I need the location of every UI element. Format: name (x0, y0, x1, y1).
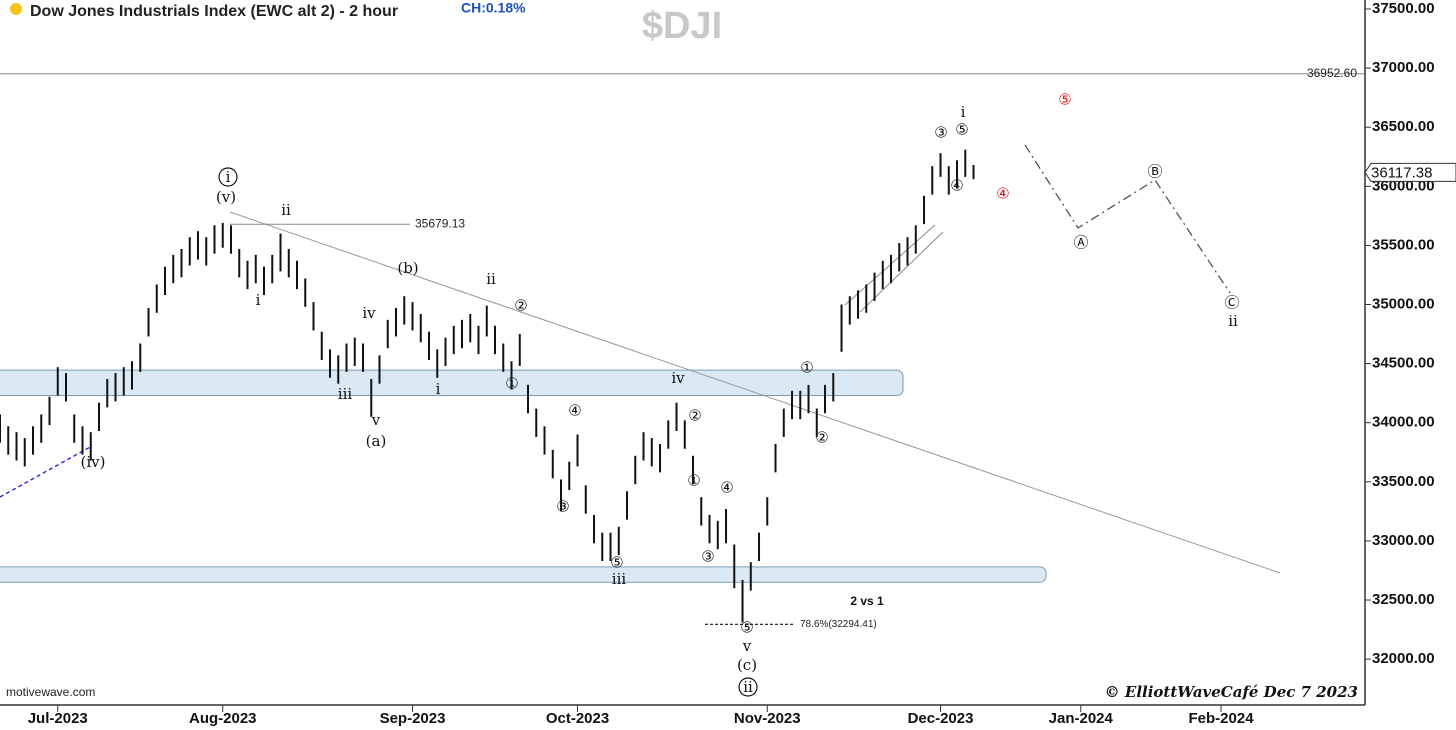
wave-label: i (436, 380, 441, 398)
wave-label: ④ (996, 185, 1009, 203)
wave-label: Ⓑ (1147, 163, 1162, 181)
status-dot (10, 3, 22, 15)
wave-label: iii (612, 570, 627, 588)
wave-label: ① (687, 472, 700, 490)
y-tick-label: 33500.00 (1372, 473, 1435, 490)
y-tick-label: 33000.00 (1372, 532, 1435, 549)
wave-label: ii (743, 678, 753, 696)
support-zone (0, 369, 904, 397)
x-tick-label: Nov-2023 (734, 710, 801, 727)
source-label: motivewave.com (6, 685, 95, 699)
y-tick-label: 35500.00 (1372, 236, 1435, 253)
wave-label: i (961, 103, 966, 121)
wave-label: ④ (720, 479, 733, 497)
wave-label: i (256, 291, 261, 309)
y-tick-label: 34000.00 (1372, 414, 1435, 431)
wave-label: ② (514, 297, 527, 315)
support-zone (0, 566, 1047, 583)
wave-label: Ⓒ (1224, 294, 1239, 312)
y-tick-label: 37000.00 (1372, 59, 1435, 76)
wave-label: ⑤ (1058, 91, 1071, 109)
wave-label: (v) (216, 188, 236, 206)
wave-label: v (742, 637, 752, 655)
wave-label: Ⓐ (1073, 234, 1088, 252)
x-tick-label: Feb-2024 (1189, 710, 1255, 727)
y-tick-label: 37500.00 (1372, 0, 1435, 17)
wave-label: (c) (737, 656, 757, 674)
wave-label: v (371, 411, 381, 429)
wave-label: ⑤ (955, 121, 968, 139)
y-tick-label: 35000.00 (1372, 295, 1435, 312)
reference-label: 36952.60 (1307, 66, 1357, 80)
change-label: CH:0.18% (461, 0, 526, 16)
wave-label: (a) (366, 432, 387, 450)
y-tick-label: 34500.00 (1372, 355, 1435, 372)
wave-label: ④ (950, 177, 963, 195)
reference-label: 35679.13 (415, 216, 465, 230)
wave-label: ii (1228, 312, 1238, 330)
wave-label: ③ (934, 124, 947, 142)
channel-line (844, 224, 936, 306)
wave-label: iv (671, 369, 685, 387)
wave-label: ⑤ (610, 554, 623, 572)
last-price-label: 36117.38 (1371, 164, 1432, 181)
wave-label: ii (281, 201, 291, 219)
plot-area (0, 73, 1365, 625)
zones (0, 369, 1047, 583)
wave-label: (iv) (81, 453, 106, 471)
x-tick-label: Jul-2023 (28, 710, 88, 727)
x-tick-label: Jan-2024 (1049, 710, 1114, 727)
x-tick-label: Sep-2023 (380, 710, 446, 727)
x-tick-label: Dec-2023 (908, 710, 974, 727)
wave-label: ③ (556, 498, 569, 516)
reference-label: 78.6%(32294.41) (800, 619, 877, 630)
wave-label: ① (800, 359, 813, 377)
wave-label: ① (505, 375, 518, 393)
wave-label: ⑤ (740, 619, 753, 637)
wave-label: iii (338, 385, 353, 403)
wave-label: (b) (397, 259, 418, 277)
trend-line (229, 211, 1281, 574)
wave-ring (218, 167, 238, 187)
wave-label: ② (815, 429, 828, 447)
wave-label: 2 vs 1 (850, 594, 884, 608)
symbol-watermark: $DJI (642, 5, 722, 47)
wave-label: iv (362, 304, 376, 322)
wave-label: ④ (568, 402, 581, 420)
chart-title: Dow Jones Industrials Index (EWC alt 2) … (30, 3, 398, 20)
last-price-tag (1364, 162, 1456, 182)
y-tick-label: 32000.00 (1372, 650, 1435, 667)
credit-label: © ElliottWaveCafé Dec 7 2023 (1105, 683, 1358, 701)
x-tick-label: Aug-2023 (189, 710, 257, 727)
wave-label: ③ (701, 548, 714, 566)
wave-label: ii (486, 270, 496, 288)
y-tick-label: 36500.00 (1372, 118, 1435, 135)
trend-line (0, 445, 93, 498)
x-tick-label: Oct-2023 (546, 710, 609, 727)
wave-label: ② (688, 407, 701, 425)
wave-label: i (226, 168, 231, 186)
y-tick-label: 32500.00 (1372, 591, 1435, 608)
wave-ring (738, 677, 758, 697)
